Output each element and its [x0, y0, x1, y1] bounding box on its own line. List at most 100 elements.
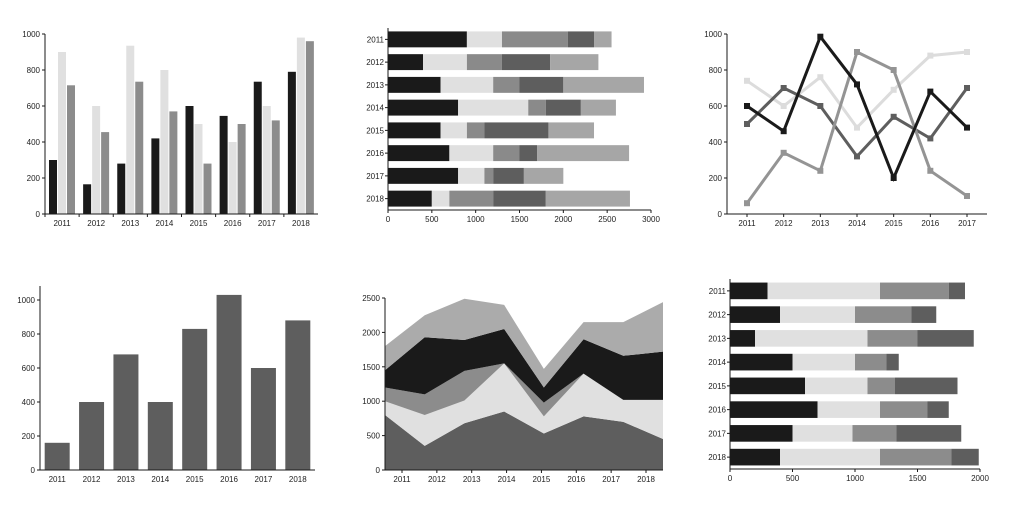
- point-s2-2011: [744, 121, 750, 127]
- point-s2-2017: [964, 85, 970, 91]
- chart-lines: 0 200 400 600 800 1000 2011 2012 2013 2014 2015 201…: [704, 30, 987, 228]
- point-s2-2012: [780, 85, 787, 91]
- bar-segment-s2-2018: [431, 190, 450, 207]
- bar-segment-s3-2012: [466, 54, 502, 71]
- chart-grouped-bars: 0 200 400 600 800 1000 2011 2012 2013 2014 2015 201…: [22, 30, 318, 228]
- bar-s1-2012: [83, 184, 92, 214]
- bar-segment-s1-2014: [388, 99, 459, 116]
- x-tick-label: 1500: [511, 215, 529, 224]
- x-tick-label: 0: [728, 474, 733, 483]
- y-tick-label: 800: [22, 330, 36, 339]
- y-tick-label: 800: [27, 66, 41, 75]
- bar-segment-s2-2015: [440, 122, 467, 139]
- x-tick-label: 0: [386, 215, 391, 224]
- bar-segment-s1-2016: [388, 145, 450, 162]
- bar-s1-2017: [253, 81, 262, 214]
- x-tick-label: 2013: [811, 219, 829, 228]
- y-tick-label: 400: [22, 398, 36, 407]
- x-tick-label: 500: [786, 474, 800, 483]
- y-tick-label: 2011: [709, 287, 727, 296]
- bar-s2-2013: [126, 45, 135, 215]
- bar-segment-s3-2014: [528, 99, 546, 116]
- x-tick-label: 1000: [846, 474, 864, 483]
- x-tick-label: 2011: [738, 219, 756, 228]
- bar-2012: [79, 402, 105, 470]
- bar-segment-s2-2017: [458, 167, 485, 184]
- y-tick-label: 0: [376, 466, 381, 475]
- x-tick-label: 1500: [909, 474, 927, 483]
- x-tick-label: 500: [425, 215, 439, 224]
- bar-segment-s3-2015: [867, 377, 895, 395]
- x-tick-label: 2016: [567, 475, 585, 484]
- bar-segment-s5-2011: [594, 31, 612, 48]
- y-tick-label: 2014: [366, 104, 384, 113]
- x-tick-label: 2014: [848, 219, 866, 228]
- y-tick-label: 2018: [708, 453, 726, 462]
- y-tick-label: 1000: [362, 397, 380, 406]
- bar-segment-s3-2016: [493, 145, 520, 162]
- bar-segment-s3-2017: [484, 167, 494, 184]
- x-tick-label: 2015: [190, 219, 208, 228]
- chart-stacked-horizontal-bars: 2011 2012 2013 2014 2015 2016 2017 2018 0 500 1000…: [366, 28, 660, 224]
- bar-2015: [182, 328, 208, 470]
- area-series-4: [385, 328, 663, 403]
- y-tick-label: 1500: [362, 363, 380, 372]
- y-tick-label: 2013: [366, 81, 384, 90]
- x-tick-label: 2016: [921, 219, 939, 228]
- x-tick-label: 2015: [533, 475, 551, 484]
- point-s1-2017: [964, 49, 970, 55]
- bar-segment-s5-2012: [550, 54, 599, 71]
- bar-segment-s5-2015: [548, 122, 595, 139]
- bar-2017: [250, 368, 276, 470]
- bar-s1-2016: [219, 115, 228, 214]
- x-tick-label: 2012: [428, 475, 446, 484]
- point-s3-2011: [744, 200, 750, 207]
- bar-segment-s3-2016: [880, 401, 928, 418]
- bar-segment-s5-2017: [523, 167, 564, 184]
- x-tick-label: 2013: [121, 219, 139, 228]
- bar-segment-s3-2011: [501, 31, 568, 48]
- bar-2013: [113, 354, 139, 470]
- bar-segment-s4-2015: [895, 377, 958, 395]
- x-tick-label: 2011: [49, 475, 67, 484]
- chart-single-bars: 0 200 400 600 800 1000 2011 2012 2013 2014 2015 201…: [17, 286, 315, 484]
- y-tick-label: 1000: [17, 296, 35, 305]
- x-tick-label: 2016: [224, 219, 242, 228]
- y-tick-label: 2012: [366, 58, 384, 67]
- bar-segment-s3-2018: [449, 190, 494, 207]
- bar-s1-2014: [151, 138, 160, 214]
- bar-s3-2018: [305, 41, 314, 215]
- y-tick-label: 500: [367, 432, 381, 441]
- bar-s2-2015: [194, 124, 203, 214]
- bar-segment-s1-2017: [388, 167, 459, 184]
- x-tick-label: 2014: [156, 219, 174, 228]
- bar-segment-s4-2011: [948, 282, 965, 300]
- point-s1-2012: [780, 103, 787, 109]
- y-tick-label: 600: [22, 364, 36, 373]
- x-tick-label: 2015: [186, 475, 204, 484]
- point-s2-2013: [817, 103, 824, 109]
- bar-segment-s1-2015: [730, 377, 805, 395]
- y-tick-label: 400: [709, 138, 723, 147]
- y-tick-label: 200: [709, 174, 723, 183]
- point-s4-2011: [744, 103, 750, 109]
- bar-segment-s1-2018: [730, 448, 780, 466]
- y-tick-label: 600: [27, 102, 41, 111]
- y-tick-label: 0: [718, 210, 723, 219]
- bar-2016: [216, 294, 242, 470]
- bar-segment-s2-2011: [767, 282, 880, 300]
- bar-s2-2011: [58, 52, 66, 214]
- y-tick-label: 1000: [704, 30, 722, 39]
- y-tick-label: 200: [27, 174, 41, 183]
- bar-segment-s4-2016: [519, 145, 538, 162]
- x-tick-label: 2017: [958, 219, 976, 228]
- point-s3-2017: [964, 193, 970, 199]
- x-tick-label: 2014: [151, 475, 169, 484]
- point-s3-2016: [927, 167, 934, 174]
- bar-segment-s3-2014: [855, 353, 887, 371]
- bar-s1-2011: [49, 160, 57, 214]
- area-series-5: [385, 298, 663, 388]
- bar-segment-s1-2016: [730, 401, 818, 418]
- x-tick-label: 2018: [289, 475, 307, 484]
- y-tick-label: 2015: [366, 126, 384, 135]
